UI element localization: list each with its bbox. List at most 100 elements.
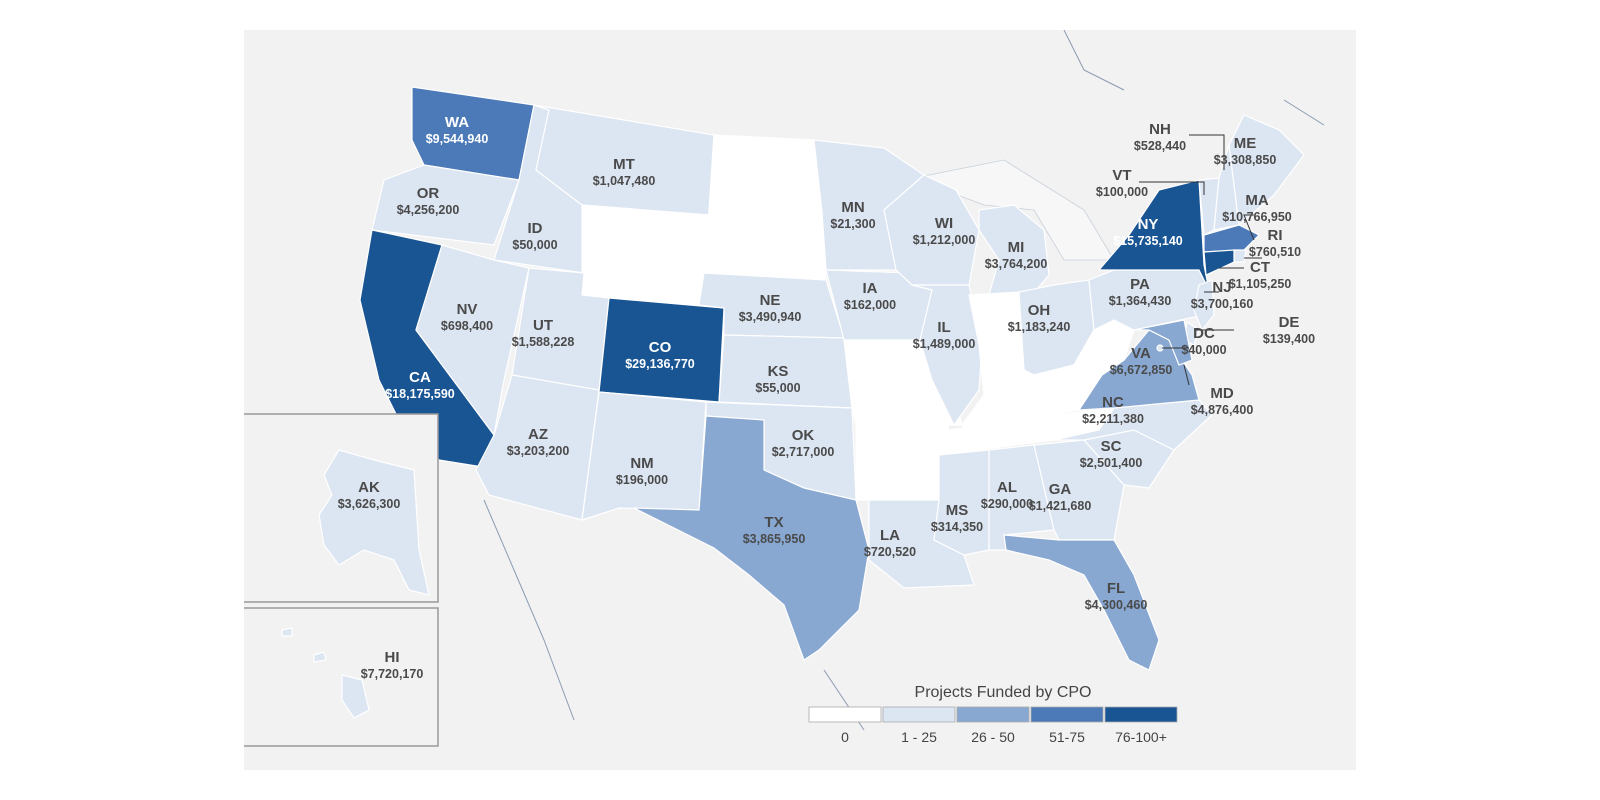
label-amount-GA: $1,421,680 [1029, 499, 1092, 513]
label-abbr-MN: MN [841, 199, 864, 216]
label-amount-NJ: $3,700,160 [1191, 297, 1254, 311]
label-abbr-ID: ID [528, 220, 543, 237]
label-abbr-RI: RI [1268, 227, 1283, 244]
label-amount-ID: $50,000 [512, 238, 557, 252]
label-amount-NV: $698,400 [441, 319, 493, 333]
label-abbr-UT: UT [533, 317, 553, 334]
label-amount-CT: $1,105,250 [1229, 277, 1292, 291]
state-labels: WA$9,544,940OR$4,256,200CA$18,175,590ID$… [338, 114, 1315, 681]
leader-MA [1243, 214, 1255, 241]
state-AK [318, 449, 430, 596]
label-abbr-CA: CA [409, 369, 431, 386]
label-amount-KS: $55,000 [755, 381, 800, 395]
label-abbr-AK: AK [358, 479, 380, 496]
label-abbr-AL: AL [997, 479, 1017, 496]
legend-label-0: 0 [841, 729, 849, 745]
label-abbr-OH: OH [1028, 302, 1051, 319]
legend-swatch-2 [956, 706, 1030, 723]
leader-NH [1189, 134, 1225, 170]
label-abbr-AZ: AZ [528, 426, 548, 443]
legend-label-3: 51-75 [1049, 729, 1085, 745]
label-amount-WA: $9,544,940 [426, 132, 489, 146]
label-abbr-ME: ME [1234, 135, 1257, 152]
state-FL [1003, 534, 1160, 671]
label-abbr-WI: WI [935, 215, 953, 232]
label-amount-MA: $10,766,950 [1222, 210, 1292, 224]
label-abbr-TX: TX [764, 514, 783, 531]
label-amount-NH: $528,440 [1134, 139, 1186, 153]
label-amount-CO: $29,136,770 [625, 357, 695, 371]
label-abbr-DC: DC [1193, 325, 1215, 342]
label-amount-FL: $4,300,460 [1085, 598, 1148, 612]
state-HI [281, 627, 370, 719]
state-OR [371, 164, 520, 246]
label-amount-ME: $3,308,850 [1214, 153, 1277, 167]
legend-swatch-1 [882, 706, 956, 723]
canada-land [244, 30, 1356, 70]
label-abbr-VA: VA [1131, 345, 1151, 362]
label-amount-VT: $100,000 [1096, 185, 1148, 199]
label-amount-LA: $720,520 [864, 545, 916, 559]
legend-label-4: 76-100+ [1115, 729, 1167, 745]
label-abbr-NH: NH [1149, 121, 1171, 138]
label-amount-WI: $1,212,000 [913, 233, 976, 247]
label-amount-NC: $2,211,380 [1082, 412, 1144, 426]
label-amount-NY: $15,735,140 [1113, 234, 1183, 248]
state-MA [1203, 224, 1261, 253]
state-CT [1203, 249, 1235, 276]
label-abbr-SC: SC [1101, 438, 1122, 455]
label-abbr-DE: DE [1279, 314, 1300, 331]
label-abbr-CO: CO [649, 339, 672, 356]
label-abbr-MA: MA [1245, 192, 1268, 209]
label-amount-MN: $21,300 [830, 217, 875, 231]
leader-MD [1183, 364, 1190, 386]
label-abbr-HI: HI [385, 649, 400, 666]
label-abbr-VT: VT [1112, 167, 1131, 184]
label-abbr-MI: MI [1008, 239, 1025, 256]
label-abbr-KS: KS [768, 363, 789, 380]
label-abbr-PA: PA [1130, 276, 1150, 293]
label-amount-MI: $3,764,200 [985, 257, 1048, 271]
label-abbr-NM: NM [630, 455, 653, 472]
label-amount-RI: $760,510 [1249, 245, 1301, 259]
label-abbr-LA: LA [880, 527, 900, 544]
label-amount-NM: $196,000 [616, 473, 668, 487]
legend-title: Projects Funded by CPO [915, 684, 1092, 701]
label-abbr-IA: IA [863, 280, 878, 297]
label-abbr-OR: OR [417, 185, 440, 202]
label-abbr-FL: FL [1107, 580, 1125, 597]
hawaii-inset-frame [244, 607, 439, 747]
label-abbr-NJ: NJ [1212, 279, 1231, 296]
state-WI [883, 174, 980, 286]
label-amount-AZ: $3,203,200 [507, 444, 570, 458]
label-abbr-NC: NC [1102, 394, 1124, 411]
label-amount-IL: $1,489,000 [913, 337, 976, 351]
legend-swatch-4 [1104, 706, 1178, 723]
label-abbr-CT: CT [1250, 259, 1270, 276]
label-amount-AK: $3,626,300 [338, 497, 401, 511]
label-amount-SC: $2,501,400 [1080, 456, 1143, 470]
label-amount-IA: $162,000 [844, 298, 896, 312]
label-abbr-NY: NY [1138, 216, 1159, 233]
coastline [483, 30, 1325, 731]
label-amount-UT: $1,588,228 [512, 335, 575, 349]
label-abbr-NV: NV [457, 301, 478, 318]
label-abbr-MS: MS [946, 502, 969, 519]
label-amount-OH: $1,183,240 [1008, 320, 1071, 334]
state-NV [415, 244, 530, 437]
state-AR [855, 421, 950, 501]
label-amount-NE: $3,490,940 [739, 310, 802, 324]
label-abbr-OK: OK [792, 427, 815, 444]
us-choropleth-map: WA$9,544,940OR$4,256,200CA$18,175,590ID$… [244, 30, 1356, 750]
label-amount-VA: $6,672,850 [1110, 363, 1173, 377]
label-amount-TX: $3,865,950 [743, 532, 806, 546]
state-NC [1053, 399, 1213, 451]
state-TX [633, 415, 870, 661]
state-RI [1233, 249, 1247, 263]
legend: Projects Funded by CPO 0 1 - 25 26 - 50 … [808, 684, 1178, 745]
label-amount-DE: $139,400 [1263, 332, 1315, 346]
label-amount-MD: $4,876,400 [1191, 403, 1254, 417]
label-abbr-NE: NE [760, 292, 781, 309]
state-ND [708, 134, 823, 213]
label-amount-MT: $1,047,480 [593, 174, 656, 188]
